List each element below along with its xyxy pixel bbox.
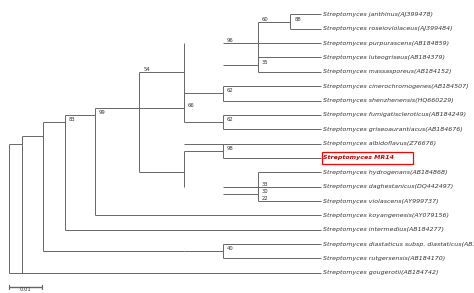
Text: 60: 60 [262,17,268,22]
Text: Streptomyces shenzhenensis(HQ660229): Streptomyces shenzhenensis(HQ660229) [323,98,454,103]
Text: 83: 83 [69,117,75,122]
Text: 62: 62 [227,88,234,93]
Text: Streptomyces fumigatiscleroticus(AB184249): Streptomyces fumigatiscleroticus(AB18424… [323,113,466,117]
Text: Streptomyces albidoflavus(Z76676): Streptomyces albidoflavus(Z76676) [323,141,436,146]
Text: 40: 40 [227,246,234,251]
Text: 99: 99 [99,110,106,115]
Text: 62: 62 [227,117,234,122]
Text: Streptomyces luteogriseus(AB184379): Streptomyces luteogriseus(AB184379) [323,55,445,60]
Text: Streptomyces janthinus(AJ399478): Streptomyces janthinus(AJ399478) [323,12,433,17]
Text: 35: 35 [262,60,268,65]
Text: Streptomyces daghestanicus(DQ442497): Streptomyces daghestanicus(DQ442497) [323,184,453,189]
Text: 22: 22 [262,196,268,201]
Text: 88: 88 [294,17,301,22]
Text: Streptomyces rutgersensis(AB184170): Streptomyces rutgersensis(AB184170) [323,256,445,261]
Text: Streptomyces gougerotii(AB184742): Streptomyces gougerotii(AB184742) [323,270,438,275]
Text: 66: 66 [187,103,194,108]
Text: Streptomyces hydrogenans(AB184868): Streptomyces hydrogenans(AB184868) [323,170,447,175]
Text: Streptomyces intermedius(AB184277): Streptomyces intermedius(AB184277) [323,227,444,232]
Text: 0.01: 0.01 [20,287,31,292]
Text: Streptomyces purpurascens(AB184859): Streptomyces purpurascens(AB184859) [323,41,449,46]
Text: Streptomyces roseioviolaceus(AJ399484): Streptomyces roseioviolaceus(AJ399484) [323,26,453,31]
Text: 96: 96 [227,38,234,43]
Text: Streptomyces griseoaurantiacus(AB184676): Streptomyces griseoaurantiacus(AB184676) [323,127,463,132]
Text: Streptomyces massasporeus(AB184152): Streptomyces massasporeus(AB184152) [323,69,451,74]
Bar [322,152,412,164]
Text: Streptomyces MR14: Streptomyces MR14 [323,156,394,161]
Text: Streptomyces koyangenesis(AY079156): Streptomyces koyangenesis(AY079156) [323,213,449,218]
Text: Streptomyces violascens(AY999737): Streptomyces violascens(AY999737) [323,199,438,204]
Text: 30: 30 [262,189,268,194]
Text: Streptomyces diastaticus subsp. diastaticus(AB184789): Streptomyces diastaticus subsp. diastati… [323,242,474,247]
Text: Streptomyces cinerochromogenes(AB184507): Streptomyces cinerochromogenes(AB184507) [323,84,469,89]
Text: 33: 33 [262,182,268,187]
Text: 98: 98 [227,146,234,151]
Text: 54: 54 [143,67,150,72]
